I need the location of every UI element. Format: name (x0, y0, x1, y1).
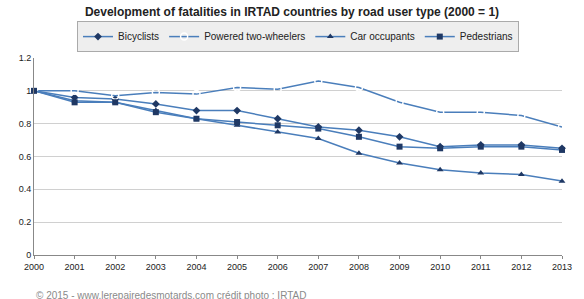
svg-text:Pedestrians: Pedestrians (460, 31, 513, 42)
svg-text:2000: 2000 (24, 262, 44, 272)
svg-text:0: 0 (26, 250, 31, 260)
svg-text:Car occupants: Car occupants (350, 31, 414, 42)
svg-text:Development of fatalities in I: Development of fatalities in IRTAD count… (85, 5, 499, 19)
svg-text:2007: 2007 (308, 262, 328, 272)
svg-text:2012: 2012 (511, 262, 531, 272)
svg-text:2013: 2013 (552, 262, 572, 272)
svg-text:2002: 2002 (105, 262, 125, 272)
svg-text:2003: 2003 (146, 262, 166, 272)
svg-text:0.8: 0.8 (19, 119, 32, 129)
svg-text:0.2: 0.2 (19, 217, 32, 227)
svg-text:2004: 2004 (186, 262, 206, 272)
svg-text:0.4: 0.4 (19, 184, 32, 194)
svg-text:© 2015 - www.lerepairedesmotar: © 2015 - www.lerepairedesmotards.com cré… (36, 290, 306, 299)
svg-text:1.2: 1.2 (19, 53, 32, 63)
svg-text:2005: 2005 (227, 262, 247, 272)
svg-text:2009: 2009 (390, 262, 410, 272)
svg-text:2011: 2011 (471, 262, 490, 272)
svg-text:0.6: 0.6 (19, 152, 32, 162)
svg-text:1: 1 (26, 86, 31, 96)
svg-text:Bicyclists: Bicyclists (118, 31, 159, 42)
svg-text:2010: 2010 (430, 262, 450, 272)
svg-text:2008: 2008 (349, 262, 369, 272)
svg-text:2001: 2001 (65, 262, 85, 272)
svg-text:2006: 2006 (268, 262, 288, 272)
svg-text:Powered two-wheelers: Powered two-wheelers (204, 31, 305, 42)
